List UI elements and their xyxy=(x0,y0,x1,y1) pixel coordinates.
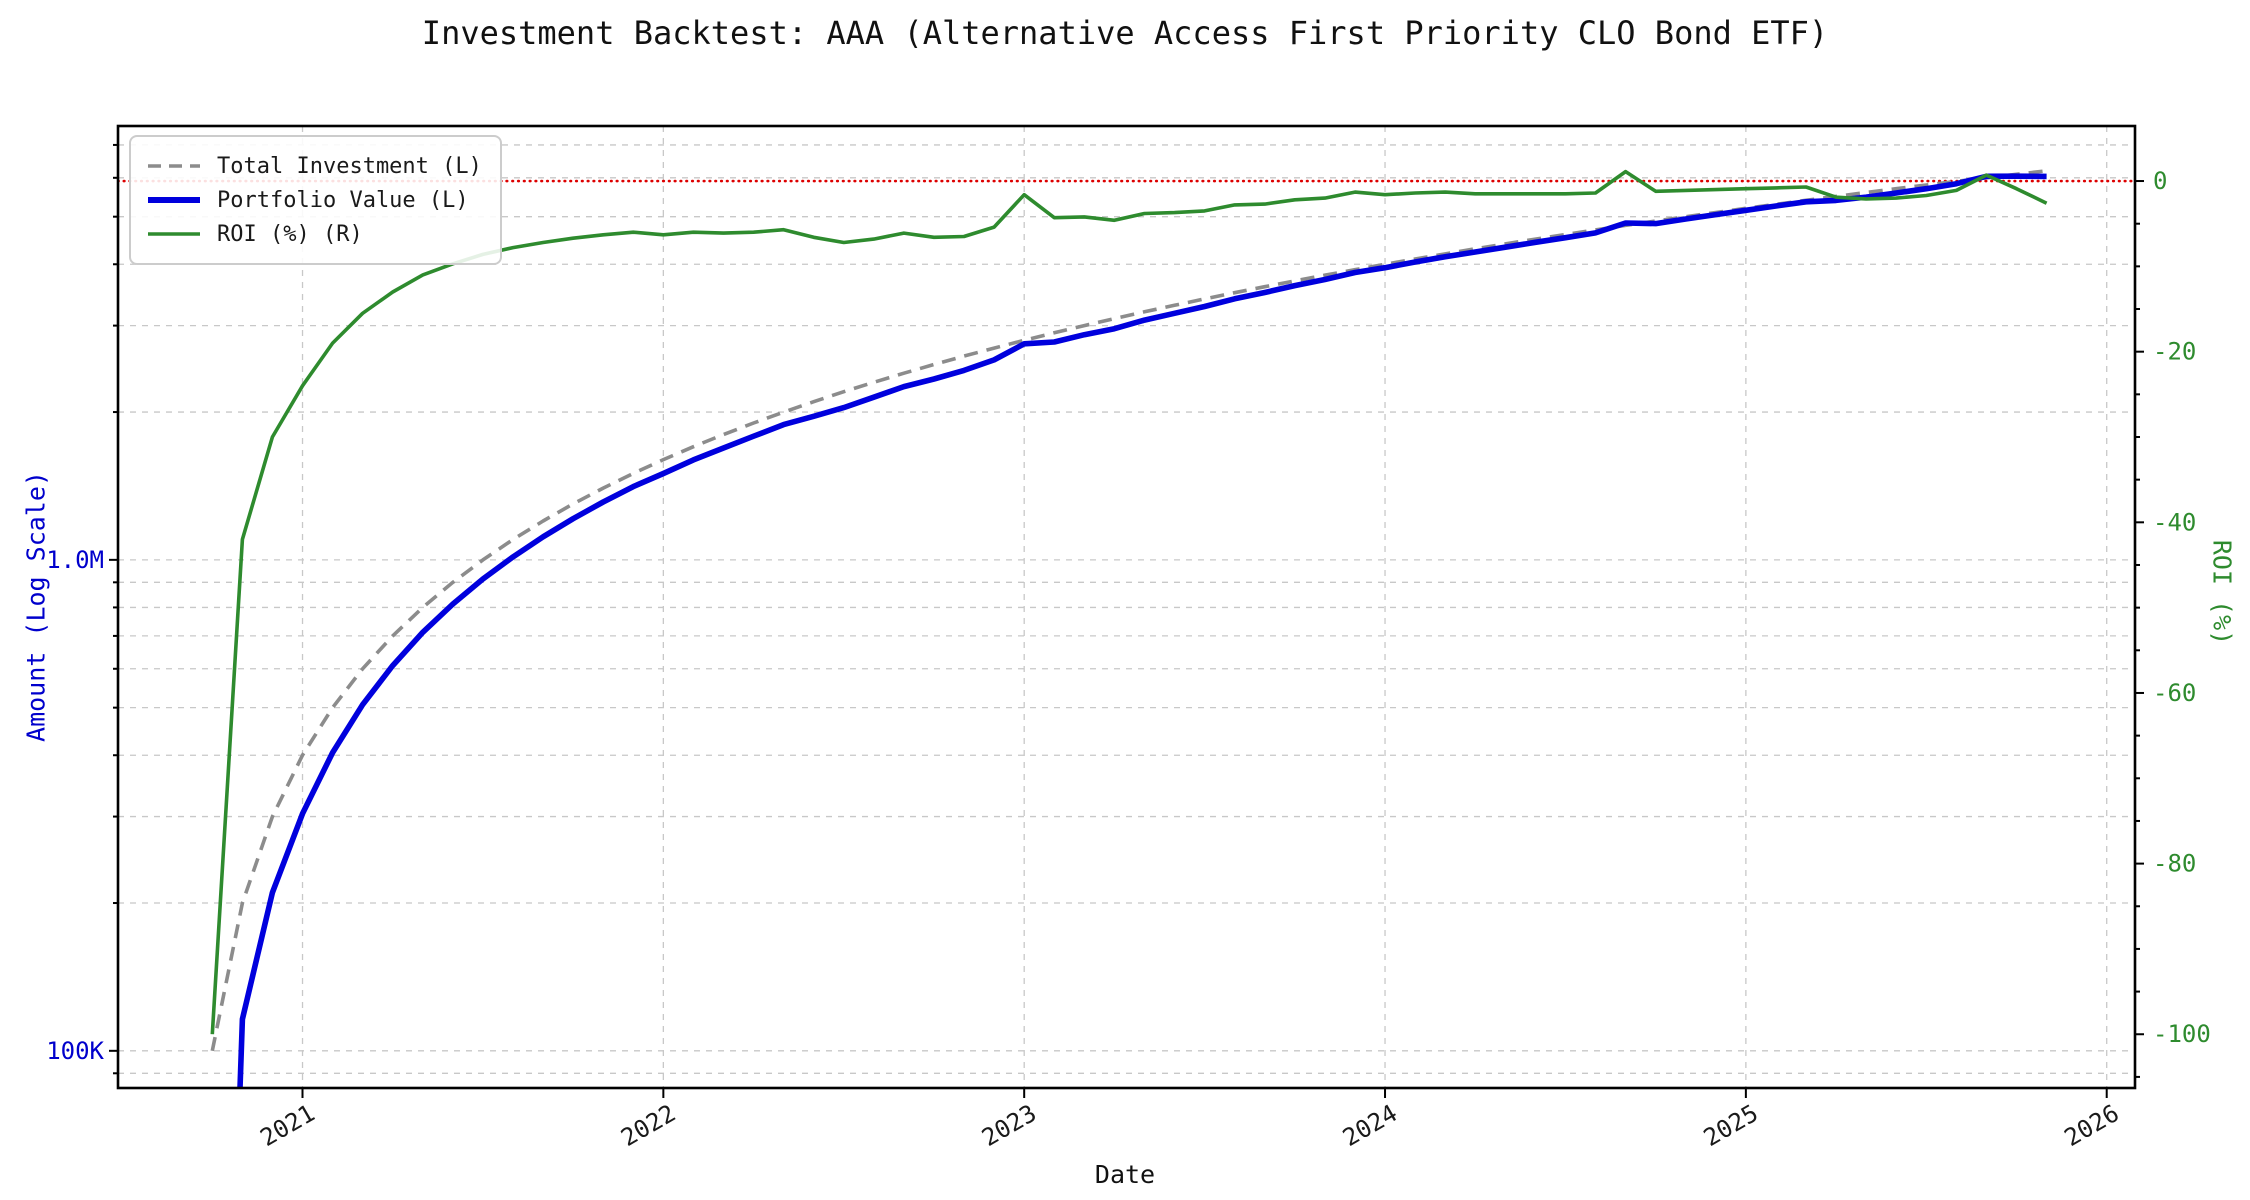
right-tick-label: -80 xyxy=(2153,850,2196,878)
left-axis-title: Amount (Log Scale) xyxy=(21,471,51,742)
right-tick-label: 0 xyxy=(2153,167,2167,195)
legend-label: Portfolio Value (L) xyxy=(217,187,469,213)
axis-ticks xyxy=(109,143,2144,1098)
total-investment-line xyxy=(210,169,2047,1052)
legend-swatch-portfolio-value xyxy=(148,197,200,203)
portfolio-value-line xyxy=(237,173,2047,1088)
right-tick-label: -60 xyxy=(2153,679,2196,707)
legend-item-roi: ROI (%) (R) xyxy=(145,217,482,251)
right-axis-title: ROI (%) xyxy=(2207,539,2237,646)
legend-item-portfolio-value: Portfolio Value (L) xyxy=(145,183,482,217)
legend-swatch-roi xyxy=(148,232,200,236)
right-tick-label: -40 xyxy=(2153,508,2196,536)
x-tick-label: 2025 xyxy=(1699,1099,1763,1152)
left-tick-label: 100K xyxy=(46,1037,104,1065)
gridlines xyxy=(118,126,2135,1088)
roi-line xyxy=(210,169,2048,1035)
left-tick-label: 1.0M xyxy=(46,546,104,574)
right-tick-label: -20 xyxy=(2153,338,2196,366)
legend-label: Total Investment (L) xyxy=(217,153,482,179)
x-tick-label: 2026 xyxy=(2060,1099,2124,1152)
legend-swatch-total-investment xyxy=(148,164,200,168)
legend: Total Investment (L) Portfolio Value (L)… xyxy=(129,135,502,265)
legend-item-total-investment: Total Investment (L) xyxy=(145,149,482,183)
x-axis-title: Date xyxy=(1094,1160,1156,1189)
x-tick-label: 2021 xyxy=(255,1099,319,1152)
chart-title: Investment Backtest: AAA (Alternative Ac… xyxy=(421,14,1829,52)
x-tick-label: 2022 xyxy=(616,1099,680,1152)
legend-label: ROI (%) (R) xyxy=(217,221,363,247)
series-lines xyxy=(210,169,2048,1088)
right-tick-label: -100 xyxy=(2153,1020,2211,1048)
x-tick-label: 2023 xyxy=(977,1099,1041,1152)
x-tick-label: 2024 xyxy=(1338,1099,1402,1152)
